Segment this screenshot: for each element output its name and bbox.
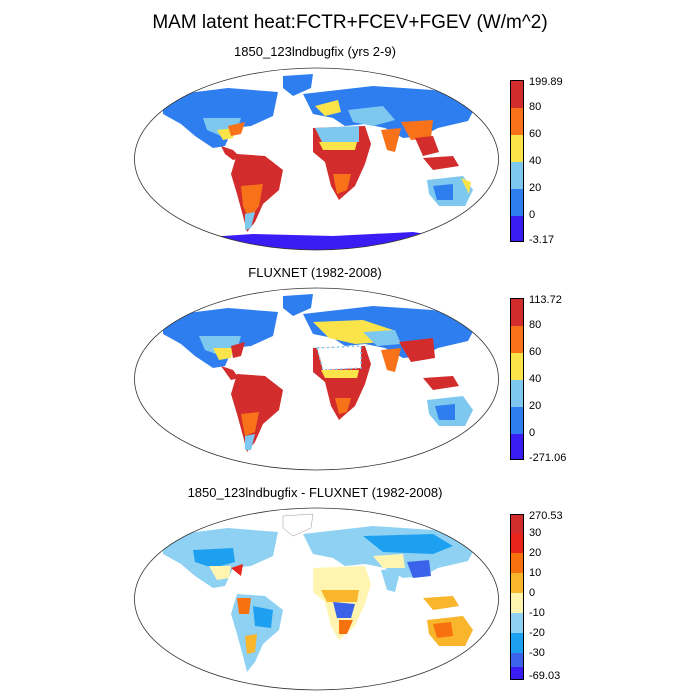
land-greenland [283, 294, 313, 316]
land-eurasia [303, 86, 478, 138]
colorbar-label: 80 [529, 319, 542, 331]
colorbar-label: 30 [529, 527, 542, 539]
colorbar-label: 40 [529, 373, 542, 385]
colorbar-label: -20 [529, 627, 545, 639]
colorbar-label: 0 [529, 209, 536, 221]
colorbar-label: 20 [529, 547, 542, 559]
map-diff [134, 507, 499, 691]
colorbar-label: -10 [529, 607, 545, 619]
colorbar-label: -69.03 [529, 670, 561, 682]
colorbar-label: 0 [529, 587, 536, 599]
land-greenland [283, 74, 313, 96]
colorbar-label: 270.53 [529, 510, 563, 522]
colorbar-label: 20 [529, 182, 542, 194]
colorbar-label: 113.72 [529, 294, 562, 306]
colorbar-label: 60 [529, 346, 542, 358]
colorbar-label: 60 [529, 128, 542, 140]
panel-title-obs: FLUXNET (1982-2008) [248, 265, 382, 280]
colorbar-label: 0 [529, 427, 536, 439]
panel-title-model: 1850_123lndbugfix (yrs 2-9) [234, 44, 396, 59]
colorbar-label: -3.17 [529, 234, 555, 246]
map-obs [134, 287, 499, 471]
colorbar-label: -30 [529, 647, 545, 659]
figure-title: MAM latent heat:FCTR+FCEV+FGEV (W/m^2) [152, 12, 548, 33]
land-greenland [282, 513, 314, 537]
map-model [134, 67, 499, 251]
colorbar-label: 40 [529, 155, 542, 167]
colorbar-label: 10 [529, 567, 542, 579]
colorbar-label: 20 [529, 400, 542, 412]
colorbar-label: 80 [529, 101, 542, 113]
colorbar-label: -271.06 [529, 452, 567, 464]
colorbar-label: 199.89 [529, 76, 563, 88]
panel-title-diff: 1850_123lndbugfix - FLUXNET (1982-2008) [187, 485, 443, 500]
